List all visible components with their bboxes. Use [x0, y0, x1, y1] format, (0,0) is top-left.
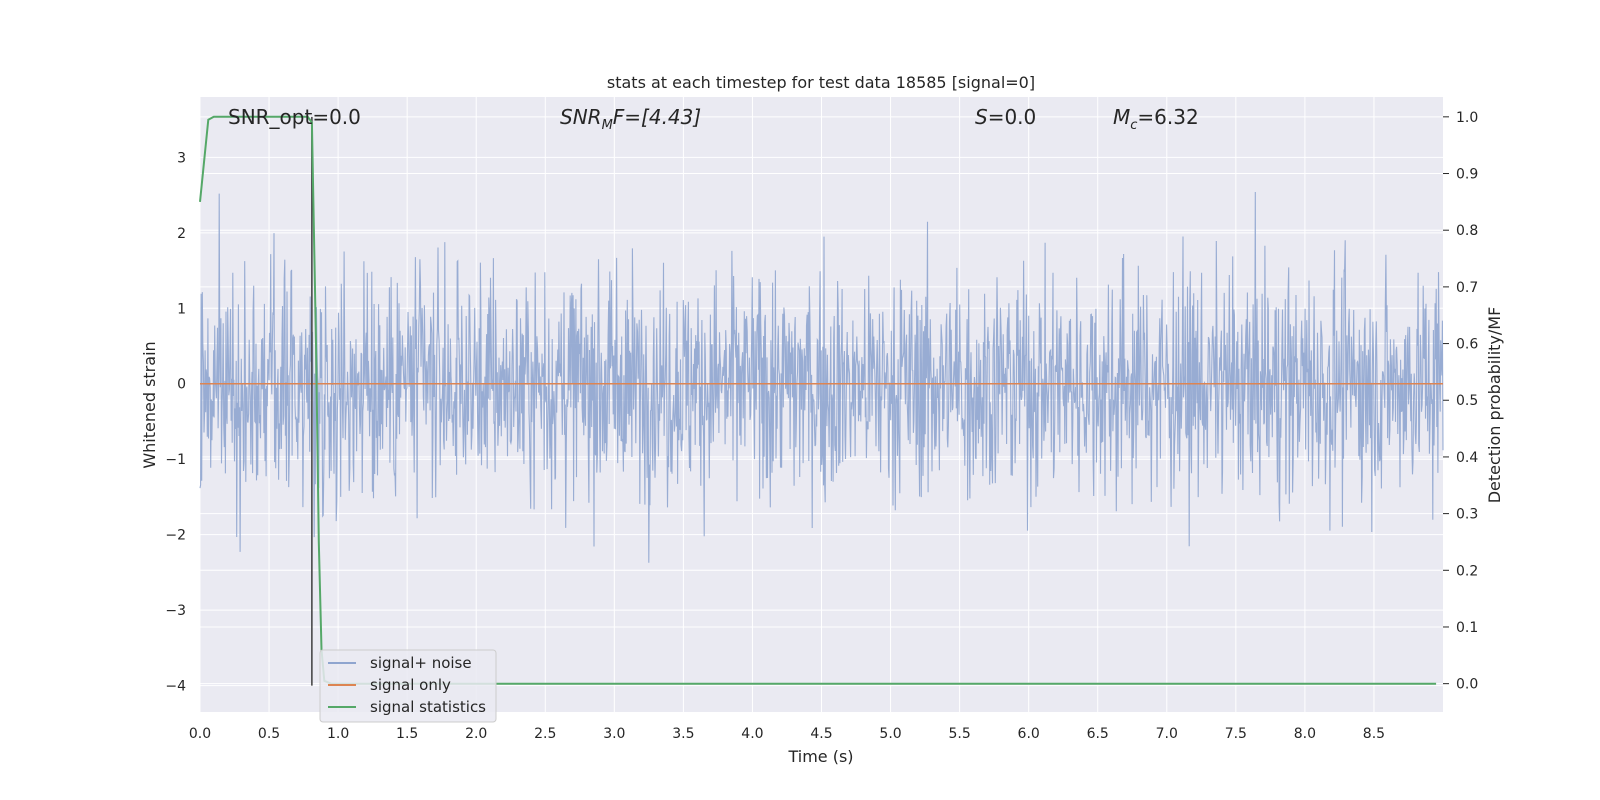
- s-base: S: [975, 105, 988, 129]
- y-right-tick-label-7: 0.3: [1456, 507, 1478, 523]
- s-rest: =0.0: [988, 105, 1037, 129]
- x-tick-label-14: 7.0: [1156, 726, 1178, 742]
- y-right-tick-label-10: 0.0: [1456, 677, 1478, 693]
- snr-mf-base: SNR: [560, 105, 602, 129]
- mc-base: M: [1113, 105, 1130, 129]
- y-left-tick-label-0: 3: [177, 150, 186, 166]
- y-left-tick-label-3: 0: [177, 377, 186, 393]
- x-tick-label-9: 4.5: [810, 726, 832, 742]
- x-tick-label-1: 0.5: [258, 726, 280, 742]
- y-left-tick-label-7: −4: [165, 679, 186, 695]
- legend-label-signal: signal only: [370, 676, 451, 694]
- x-tick-label-3: 1.5: [396, 726, 418, 742]
- legend-label-stats: signal statistics: [370, 698, 486, 716]
- y-right-tick-label-5: 0.5: [1456, 393, 1478, 409]
- y-right-tick-label-2: 0.8: [1456, 223, 1478, 239]
- y-right-tick-label-3: 0.7: [1456, 280, 1478, 296]
- y-axis-right-label: Detection probability/MF: [1485, 307, 1504, 504]
- x-tick-label-7: 3.5: [672, 726, 694, 742]
- x-tick-label-8: 4.0: [741, 726, 763, 742]
- y-axis-left-label: Whitened strain: [140, 341, 159, 468]
- mc-rest: =6.32: [1137, 105, 1198, 129]
- annotation-snr-opt: SNR_opt=0.0: [228, 105, 361, 129]
- x-tick-label-15: 7.5: [1225, 726, 1247, 742]
- signal-statistics-series: [199, 115, 1437, 685]
- y-right-tick-label-8: 0.2: [1456, 563, 1478, 579]
- y-left-tick-label-2: 1: [177, 301, 186, 317]
- noise-trace: [199, 191, 1444, 563]
- y-axis-left-ticks: 3 2 1 0 −1 −2 −3 −4: [165, 150, 186, 694]
- annotation-mc: Mc=6.32: [1113, 105, 1199, 133]
- y-right-tick-label-4: 0.6: [1456, 337, 1478, 353]
- chart-title: stats at each timestep for test data 185…: [607, 73, 1035, 92]
- y-right-tick-label-1: 0.9: [1456, 167, 1478, 183]
- x-tick-label-16: 8.0: [1294, 726, 1316, 742]
- legend-box: [319, 649, 497, 723]
- x-tick-label-11: 5.5: [948, 726, 970, 742]
- legend-label-noise: signal+ noise: [370, 654, 472, 672]
- y-right-tick-label-6: 0.4: [1456, 450, 1478, 466]
- annotation-s: S=0.0: [975, 105, 1036, 129]
- x-tick-label-13: 6.5: [1087, 726, 1109, 742]
- y-left-tick-label-5: −2: [165, 528, 186, 544]
- legend: signal+ noise signal only signal statist…: [319, 649, 497, 723]
- x-tick-label-0: 0.0: [189, 726, 211, 742]
- x-tick-label-2: 1.0: [327, 726, 349, 742]
- annotation-snr-mf: SNRMF=[4.43]: [560, 105, 701, 133]
- snr-mf-sub: M: [602, 118, 613, 133]
- y-left-tick-label-6: −3: [165, 603, 186, 619]
- y-right-tick-label-0: 1.0: [1456, 110, 1478, 126]
- snr-mf-rest: F=[4.43]: [613, 105, 701, 129]
- snr-mf-f: F=[4.43]: [613, 105, 701, 129]
- x-tick-label-5: 2.5: [534, 726, 556, 742]
- x-tick-label-6: 3.0: [603, 726, 625, 742]
- stats-line: [199, 115, 1437, 685]
- mc-sub: c: [1130, 118, 1137, 133]
- x-tick-label-12: 6.0: [1018, 726, 1040, 742]
- y-left-tick-label-4: −1: [165, 452, 186, 468]
- x-axis-label: Time (s): [787, 747, 853, 766]
- x-tick-label-4: 2.0: [465, 726, 487, 742]
- x-axis-ticks: 0.0 0.5 1.0 1.5 2.0 2.5 3.0 3.5 4.0 4.5 5.0 5.5 6.0 6…: [189, 726, 1385, 742]
- x-tick-label-10: 5.0: [879, 726, 901, 742]
- signal-noise-series: [199, 191, 1444, 563]
- y-axis-right-ticks: 1.0 0.9 0.8 0.7 0.6 0.5 0.4 0.3 0.2 0.1 0.0: [1443, 110, 1478, 693]
- y-right-tick-label-9: 0.1: [1456, 620, 1478, 636]
- y-left-tick-label-1: 2: [177, 226, 186, 242]
- x-tick-label-17: 8.5: [1363, 726, 1385, 742]
